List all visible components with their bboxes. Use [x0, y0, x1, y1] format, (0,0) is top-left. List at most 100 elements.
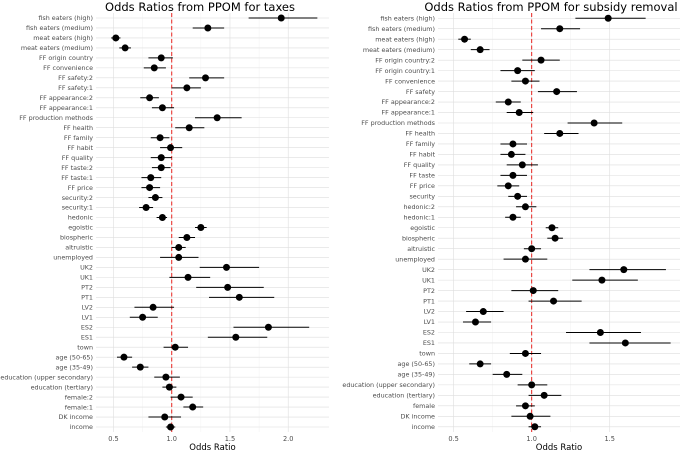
odds-ratio-point	[620, 266, 628, 274]
category-label: PT2	[423, 287, 435, 295]
category-label: LV2	[424, 308, 435, 316]
category-label: LV2	[82, 303, 93, 311]
category-label: biospheric	[402, 234, 436, 242]
category-label: meat eaters (medium)	[21, 44, 93, 52]
category-label: unemployed	[53, 254, 93, 262]
category-label: FF family	[64, 134, 93, 142]
category-label: FF convenience	[43, 64, 93, 72]
category-label: education (tertiary)	[31, 383, 93, 391]
odds-ratio-point	[142, 204, 150, 212]
category-label: ES2	[81, 323, 93, 331]
odds-ratio-point	[183, 84, 191, 92]
odds-ratio-point	[507, 150, 515, 158]
category-label: meat eaters (high)	[33, 34, 93, 42]
odds-ratio-point	[204, 24, 212, 32]
subsidy-x-axis-label: Odds Ratio	[536, 443, 582, 452]
odds-ratio-point	[590, 119, 598, 127]
category-label: altruistic	[407, 245, 435, 253]
odds-ratio-point	[596, 328, 604, 336]
category-label: UK1	[80, 274, 93, 282]
category-label: income	[70, 423, 93, 431]
category-label: female:2	[65, 393, 93, 401]
odds-ratio-point	[202, 74, 210, 82]
category-label: FF appearance:2	[39, 94, 93, 102]
odds-ratio-point	[521, 349, 529, 357]
category-label: egoistic	[68, 224, 93, 232]
category-label: egoistic	[410, 224, 435, 232]
x-tick-label: 1.0	[526, 435, 537, 443]
odds-ratio-point	[150, 64, 158, 72]
odds-ratio-point	[518, 161, 526, 169]
odds-ratio-point	[158, 214, 166, 222]
odds-ratio-point	[521, 402, 529, 410]
odds-ratio-point	[139, 313, 147, 321]
category-label: age (50-65)	[56, 353, 94, 361]
category-label: UK2	[80, 264, 93, 272]
odds-ratio-point	[175, 253, 183, 261]
x-tick-label: 0.5	[108, 435, 119, 443]
odds-ratio-point	[504, 98, 512, 106]
category-label: UK2	[422, 266, 435, 274]
odds-ratio-point	[213, 114, 221, 122]
category-label: PT1	[81, 294, 93, 302]
category-label: altruistic	[65, 244, 93, 252]
odds-ratio-point	[529, 287, 537, 295]
category-label: age (35-49)	[56, 363, 94, 371]
category-label: FF appearance:1	[381, 109, 435, 117]
category-label: fish eaters (medium)	[368, 25, 435, 33]
odds-ratio-point	[157, 54, 165, 62]
odds-ratio-point	[136, 363, 144, 371]
category-label: security:1	[62, 204, 93, 212]
category-label: FF safety	[406, 88, 435, 96]
x-tick-label: 0.5	[448, 435, 459, 443]
category-label: education (upper secondary)	[342, 381, 435, 389]
odds-ratio-point	[553, 88, 561, 96]
category-label: FF safety:2	[58, 74, 93, 82]
odds-ratio-point	[151, 194, 159, 202]
category-label: FF family	[406, 140, 435, 148]
category-label: LV1	[424, 318, 435, 326]
plot-grid	[438, 13, 680, 432]
odds-ratio-point	[146, 94, 154, 102]
category-label: female	[413, 402, 435, 410]
odds-ratio-point	[550, 297, 558, 305]
category-label: security:2	[62, 194, 93, 202]
odds-ratio-point	[548, 224, 556, 232]
category-label: UK1	[422, 276, 435, 284]
category-label: FF price	[410, 182, 435, 190]
odds-ratio-point	[598, 276, 606, 284]
category-label: FF production methods	[361, 119, 435, 127]
odds-ratio-point	[476, 360, 484, 368]
odds-ratio-point	[277, 14, 285, 22]
category-label: FF habit	[409, 151, 435, 159]
category-label: DK income	[400, 412, 435, 420]
odds-ratio-point	[232, 333, 240, 341]
category-label: FF health	[63, 124, 93, 132]
odds-ratio-point	[162, 373, 170, 381]
odds-ratio-point	[471, 318, 479, 326]
x-tick-label: 1.0	[166, 435, 177, 443]
subsidy-plot-title: Odds Ratios from PPOM for subsidy remova…	[424, 0, 677, 14]
plot-grid	[96, 13, 329, 432]
odds-ratio-point	[184, 273, 192, 281]
odds-ratio-point	[476, 46, 484, 54]
odds-ratio-point	[189, 403, 197, 411]
category-label: FF appearance:1	[39, 104, 93, 112]
odds-ratio-point	[120, 353, 128, 361]
odds-ratio-point	[235, 293, 243, 301]
odds-ratio-point	[264, 323, 272, 331]
category-label: meat eaters (high)	[375, 35, 435, 43]
category-label: hedonic:1	[403, 213, 435, 221]
odds-ratio-point	[157, 154, 165, 162]
category-label: FF habit	[67, 144, 93, 152]
odds-ratio-point	[157, 164, 165, 172]
odds-ratio-point	[167, 144, 175, 152]
odds-ratio-point	[521, 203, 529, 211]
category-label: FF origin country:2	[375, 56, 435, 64]
odds-ratio-point	[175, 243, 183, 251]
taxes-forest-plot: Odds Ratios from PPOM for taxes Odds Rat…	[0, 0, 329, 452]
odds-ratio-point	[526, 412, 534, 420]
odds-ratio-point	[515, 109, 523, 117]
odds-ratio-point	[521, 255, 529, 263]
odds-ratio-point	[146, 184, 154, 192]
